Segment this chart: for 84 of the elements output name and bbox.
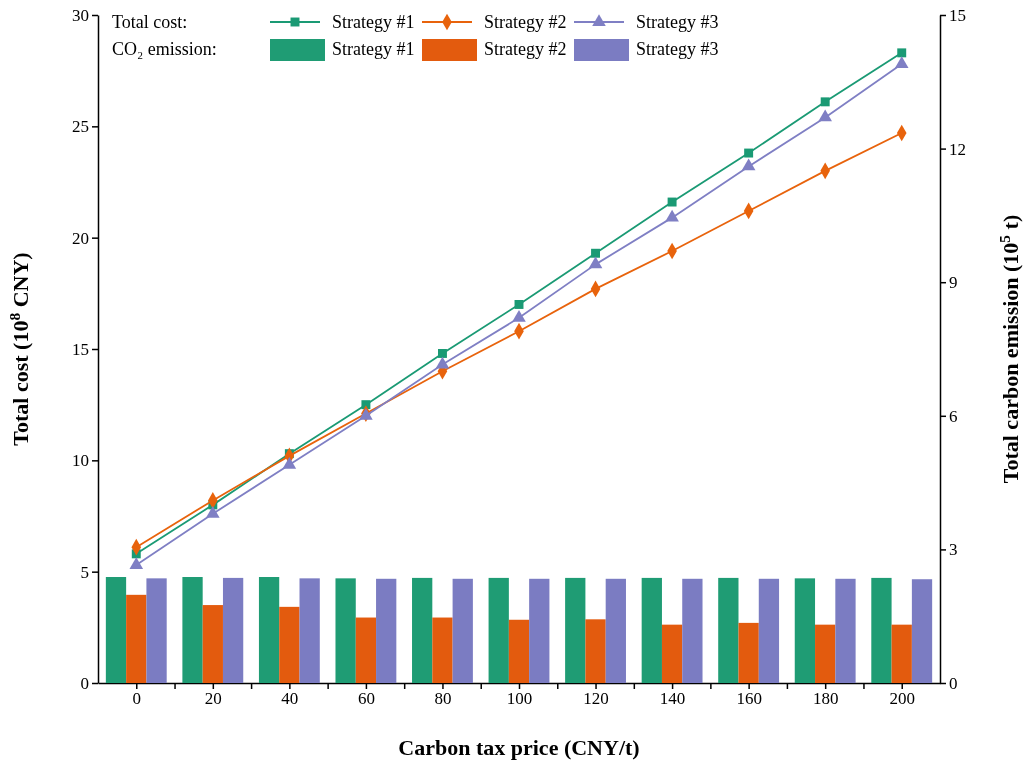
bar: [299, 578, 320, 683]
x-tick-label: 40: [281, 689, 299, 709]
point: [129, 557, 144, 569]
y2-tick-label: 6: [949, 406, 958, 426]
bar: [488, 577, 509, 683]
bar: [222, 577, 244, 683]
bar: [891, 624, 912, 683]
bar: [355, 617, 377, 683]
x-tick-label: 100: [506, 689, 533, 709]
bar: [376, 578, 397, 683]
point: [897, 48, 907, 58]
point: [206, 505, 220, 518]
bar: [585, 619, 606, 683]
x-tick-label: 120: [583, 689, 609, 709]
y-tick-label: 20: [72, 228, 89, 248]
point: [741, 158, 756, 171]
bar: [815, 624, 836, 683]
annotation: CO₂ emission:: [112, 39, 217, 59]
x-axis-title: Carbon tax price (CNY/t): [398, 735, 640, 760]
x-tick-label: 80: [434, 689, 452, 709]
legend-label: Strategy #1: [332, 12, 415, 32]
bar: [911, 579, 933, 683]
y2-tick-label: 9: [949, 273, 958, 293]
bar: [641, 577, 662, 683]
legend-label: Strategy #3: [636, 39, 719, 59]
bar: [335, 578, 356, 683]
point: [591, 248, 601, 258]
bar: [126, 594, 147, 683]
bar: [412, 577, 433, 683]
y-tick-label: 30: [72, 5, 89, 25]
y-tick-label: 15: [72, 339, 89, 359]
bar: [452, 578, 473, 683]
point: [665, 209, 679, 222]
bar: [182, 577, 203, 683]
point: [818, 109, 832, 122]
y2-tick-label: 0: [949, 673, 958, 693]
bar: [105, 577, 127, 683]
bar: [529, 578, 550, 683]
point: [512, 309, 526, 322]
legend-label: Strategy #2: [484, 12, 567, 32]
point: [667, 197, 677, 207]
bar: [794, 578, 816, 683]
x-tick-label: 200: [889, 689, 915, 709]
bar: [202, 605, 223, 683]
point: [361, 400, 371, 410]
bar: [835, 578, 856, 683]
bar: [871, 577, 892, 683]
point: [820, 97, 830, 107]
y-tick-label: 10: [72, 451, 89, 471]
y2-tick-label: 3: [949, 540, 958, 560]
bar: [279, 606, 300, 683]
bar: [258, 577, 280, 683]
legend-label: Strategy #3: [636, 12, 719, 32]
y2-tick-label: 15: [949, 5, 966, 25]
bar: [605, 578, 626, 683]
point: [744, 148, 754, 158]
point: [514, 299, 524, 309]
y-tick-label: 5: [80, 562, 89, 582]
y2-tick-label: 12: [949, 139, 966, 159]
x-tick-label: 140: [659, 689, 686, 709]
point: [437, 348, 447, 358]
x-tick-label: 60: [357, 689, 375, 709]
y-tick-label: 0: [80, 673, 89, 693]
point: [588, 256, 603, 269]
y-tick-label: 25: [72, 117, 89, 137]
bar: [682, 578, 703, 683]
x-tick-label: 180: [812, 689, 839, 709]
annotation: Total cost:: [112, 12, 188, 32]
bar: [738, 622, 759, 683]
bar: [758, 578, 780, 683]
point: [894, 56, 909, 68]
x-tick-label: 0: [132, 689, 142, 709]
bar: [661, 624, 683, 683]
legend-label: Strategy #2: [484, 39, 567, 59]
x-tick-label: 160: [736, 689, 762, 709]
bar: [508, 619, 530, 683]
bar: [718, 577, 739, 683]
bar: [146, 578, 167, 683]
bar: [565, 577, 586, 683]
legend-label: Strategy #1: [332, 39, 415, 59]
x-tick-label: 20: [204, 689, 222, 709]
point: [282, 456, 297, 469]
bar: [432, 617, 453, 683]
point: [435, 356, 450, 369]
